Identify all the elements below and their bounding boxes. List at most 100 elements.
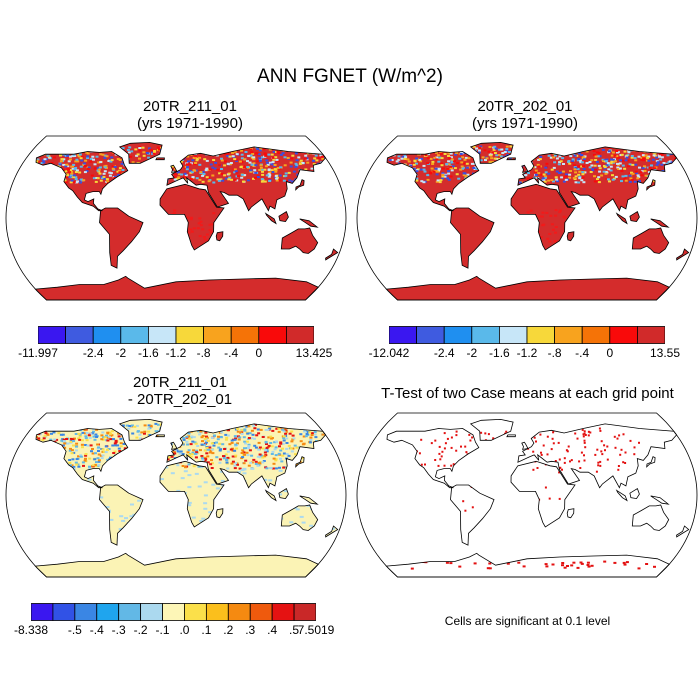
colorbar-tick-label: 0 [255, 346, 263, 360]
south-america-region [450, 208, 494, 269]
colorbar-swatch [227, 603, 251, 621]
panel-title-case1-line2: (yrs 1971-1990) [137, 115, 243, 132]
south-america-region [99, 485, 143, 546]
australia-region [632, 228, 669, 254]
south-america-region [450, 485, 494, 546]
antarctica-region [35, 553, 319, 577]
colorbar-swatch [526, 326, 556, 344]
greenland-region [119, 419, 163, 441]
new-guinea-region [650, 495, 669, 505]
colorbar-tick-label: .4 [267, 623, 278, 637]
colorbar-swatch [471, 326, 500, 344]
madagascar-region [567, 231, 574, 241]
colorbar-swatch [636, 326, 665, 344]
iceland-region [155, 157, 165, 160]
colorbar-tick-label: -2 [115, 346, 127, 360]
panel-title-case2-line2: (yrs 1971-1990) [472, 115, 578, 132]
colorbar-swatch [31, 603, 54, 621]
colorbar-tick-label: -.4 [575, 346, 590, 360]
north-america-region [387, 428, 479, 488]
eurasia-region [166, 146, 326, 211]
colorbar-swatch [499, 326, 528, 344]
colorbar-tick-label: -.4 [224, 346, 239, 360]
panel-title-case2: 20TR_202_01 (yrs 1971-1990) [365, 98, 685, 132]
panel-title-case1-line1: 20TR_211_01 [143, 98, 237, 115]
colorbar-swatch [443, 326, 473, 344]
north-america-region [36, 428, 128, 488]
sumatra-region [616, 490, 627, 501]
colorbar-swatch [96, 603, 120, 621]
madagascar-region [567, 508, 574, 518]
japan-region [646, 456, 656, 467]
africa-region [160, 461, 224, 527]
map-panel-case2 [356, 135, 698, 301]
new-guinea-region [650, 218, 669, 228]
colorbar-tick-label: -.5 [67, 623, 82, 637]
colorbar-swatch [74, 603, 98, 621]
colorbar-tick-label: -.4 [89, 623, 104, 637]
colorbar-tick-label: -2.4 [82, 346, 104, 360]
colorbar-swatch [389, 326, 418, 344]
colorbar-tick-label: -1.2 [516, 346, 538, 360]
panel-title-diff: 20TR_211_01 - 20TR_202_01 [20, 374, 340, 408]
colorbar-swatch [148, 326, 177, 344]
coastlines-case1 [34, 141, 339, 301]
panel-title-diff-line2: - 20TR_202_01 [127, 391, 233, 408]
borneo-region [629, 211, 640, 222]
sumatra-region [265, 213, 276, 224]
australia-region [632, 505, 669, 531]
new-guinea-region [299, 495, 318, 505]
panel-title-diff-line1: 20TR_211_01 [133, 374, 227, 391]
antarctica-region [35, 276, 319, 300]
colorbar-swatch [609, 326, 638, 344]
australia-region [281, 505, 318, 531]
colorbar-swatch [65, 326, 94, 344]
colorbar-tick-label: .0 [179, 623, 190, 637]
japan-region [295, 179, 305, 190]
colorbar-tick-label: .2 [223, 623, 234, 637]
sumatra-region [265, 490, 276, 501]
colorbar-tick-label: -1.2 [165, 346, 187, 360]
map-border-ttest [356, 412, 698, 578]
colorbar-swatch [205, 603, 229, 621]
colorbar-swatch [175, 326, 205, 344]
colorbar-case2 [389, 326, 665, 344]
map-panel-diff [5, 412, 347, 578]
colorbar-swatch [203, 326, 232, 344]
madagascar-region [216, 231, 223, 241]
colorbar-tick-label: .3 [245, 623, 256, 637]
colorbar-tick-label: -11.997 [18, 346, 58, 360]
colorbar-tick-label: 13.425 [295, 346, 333, 360]
colorbar-swatch [52, 603, 76, 621]
antarctica-region [386, 553, 670, 577]
colorbar-swatch [285, 326, 314, 344]
colorbar-swatch [140, 603, 163, 621]
colorbar-swatch [271, 603, 295, 621]
colorbar-tick-label: -2 [466, 346, 478, 360]
colorbar-diff [31, 603, 316, 621]
colorbar-swatch [581, 326, 611, 344]
colorbar-tick-label: -8.338 [13, 623, 49, 637]
greenland-region [470, 419, 514, 441]
colorbar-swatch [162, 603, 185, 621]
colorbar-tick-label: -1.6 [489, 346, 510, 360]
new-guinea-region [299, 218, 318, 228]
map-panel-ttest [356, 412, 698, 578]
australia-region [281, 228, 318, 254]
colorbar-swatch [120, 326, 149, 344]
colorbar-tick-label: 13.55 [649, 346, 681, 360]
colorbar-swatch [416, 326, 445, 344]
colorbar-swatch [38, 326, 67, 344]
coastlines-diff [34, 418, 339, 578]
borneo-region [278, 211, 289, 222]
colorbar-swatch [230, 326, 260, 344]
colorbar-tick-label: -.3 [111, 623, 126, 637]
colorbar-swatch [184, 603, 207, 621]
significance-footnote: Cells are significant at 0.1 level [444, 614, 611, 628]
africa-region [511, 461, 575, 527]
map-border-case1 [5, 135, 347, 301]
colorbar-swatch [118, 603, 142, 621]
colorbar-tick-label: .5 [289, 623, 300, 637]
iceland-region [506, 434, 516, 437]
colorbar-tick-label: -.2 [133, 623, 148, 637]
